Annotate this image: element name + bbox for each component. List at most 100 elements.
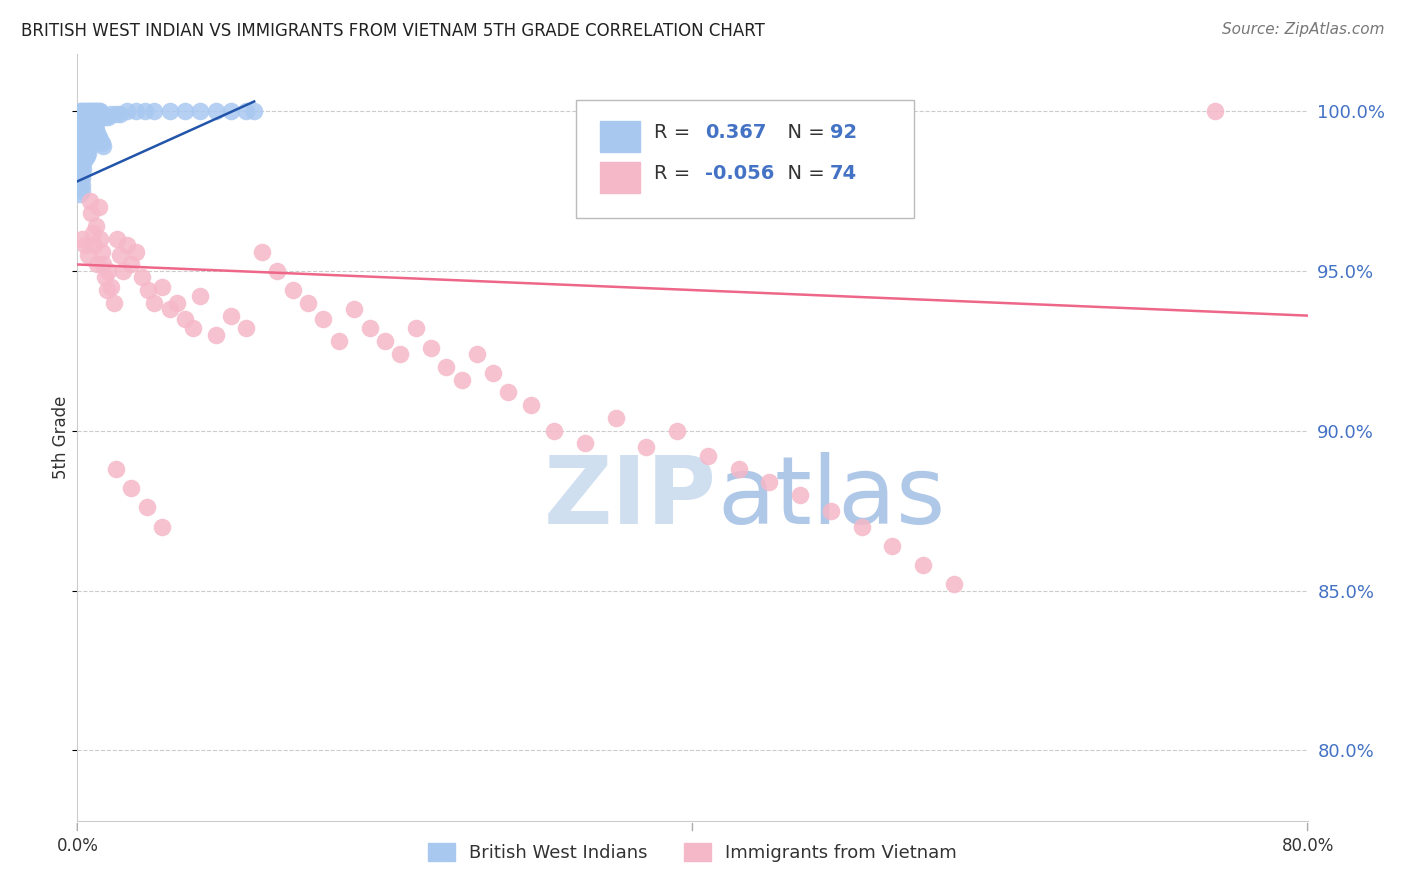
Point bbox=[120, 481, 142, 495]
Point bbox=[77, 123, 100, 137]
Point bbox=[450, 372, 472, 386]
Point bbox=[89, 104, 111, 119]
Point bbox=[125, 104, 148, 119]
Point bbox=[135, 500, 157, 515]
Point bbox=[73, 133, 96, 147]
Point bbox=[79, 113, 101, 128]
Point bbox=[69, 181, 91, 195]
Point bbox=[188, 104, 212, 119]
Point bbox=[219, 309, 242, 323]
Point bbox=[70, 117, 93, 131]
Point bbox=[77, 248, 100, 262]
Point bbox=[69, 123, 91, 137]
Point bbox=[73, 139, 96, 153]
Point bbox=[80, 104, 103, 119]
Point bbox=[219, 104, 242, 119]
Point bbox=[235, 104, 257, 119]
Point bbox=[72, 149, 94, 163]
Point bbox=[73, 120, 96, 134]
Point bbox=[204, 104, 226, 119]
Point bbox=[69, 143, 91, 157]
Point bbox=[136, 283, 159, 297]
Point bbox=[72, 120, 94, 134]
Point bbox=[80, 206, 103, 220]
Point bbox=[465, 347, 488, 361]
Point bbox=[69, 149, 91, 163]
Text: -0.056: -0.056 bbox=[704, 164, 775, 184]
Point bbox=[83, 104, 105, 119]
Point bbox=[104, 462, 127, 476]
Bar bbox=[600, 162, 640, 194]
Point bbox=[93, 139, 115, 153]
Point bbox=[79, 139, 101, 153]
Text: 80.0%: 80.0% bbox=[1281, 837, 1334, 855]
Point bbox=[90, 244, 114, 259]
Point bbox=[72, 155, 94, 169]
Point bbox=[72, 161, 94, 176]
Point bbox=[166, 296, 188, 310]
Point bbox=[73, 145, 96, 160]
Point bbox=[70, 152, 93, 166]
Point bbox=[72, 104, 94, 119]
Point bbox=[70, 145, 93, 160]
Point bbox=[727, 462, 749, 476]
Point bbox=[97, 264, 120, 278]
Point bbox=[77, 104, 100, 119]
Point bbox=[82, 104, 104, 119]
Point bbox=[70, 111, 93, 125]
Point bbox=[69, 168, 91, 182]
Point bbox=[250, 244, 273, 259]
Text: R =: R = bbox=[654, 123, 703, 142]
Point bbox=[103, 296, 125, 310]
Point bbox=[70, 133, 93, 147]
Point bbox=[76, 136, 98, 150]
Point bbox=[73, 152, 96, 166]
Point bbox=[76, 111, 98, 125]
Point bbox=[77, 145, 100, 160]
Point bbox=[374, 334, 396, 349]
Point bbox=[96, 283, 118, 297]
Point bbox=[70, 171, 93, 186]
Point bbox=[150, 519, 173, 533]
Point bbox=[84, 123, 107, 137]
Point bbox=[90, 136, 114, 150]
Point bbox=[69, 161, 91, 176]
Point bbox=[80, 127, 103, 141]
Point bbox=[105, 232, 128, 246]
Text: 92: 92 bbox=[831, 123, 858, 142]
Point bbox=[76, 104, 98, 119]
Point bbox=[83, 238, 105, 252]
Point bbox=[69, 129, 91, 144]
Point bbox=[1204, 104, 1226, 119]
Point bbox=[389, 347, 412, 361]
Text: BRITISH WEST INDIAN VS IMMIGRANTS FROM VIETNAM 5TH GRADE CORRELATION CHART: BRITISH WEST INDIAN VS IMMIGRANTS FROM V… bbox=[21, 22, 765, 40]
Point bbox=[120, 258, 142, 272]
Point bbox=[87, 200, 110, 214]
Point bbox=[94, 111, 117, 125]
Point bbox=[82, 226, 104, 240]
Point bbox=[297, 296, 319, 310]
Point bbox=[70, 158, 93, 172]
Point bbox=[312, 311, 335, 326]
Point bbox=[134, 104, 156, 119]
Point bbox=[86, 127, 108, 141]
Point bbox=[73, 111, 96, 125]
Text: N =: N = bbox=[775, 123, 831, 142]
Point bbox=[174, 311, 197, 326]
Point bbox=[86, 104, 108, 119]
Text: ZIP: ZIP bbox=[544, 452, 717, 544]
Point bbox=[84, 117, 107, 131]
Point bbox=[86, 258, 108, 272]
Point bbox=[143, 296, 166, 310]
Point bbox=[89, 232, 111, 246]
Y-axis label: 5th Grade: 5th Grade bbox=[52, 395, 70, 479]
Point bbox=[69, 117, 91, 131]
Point bbox=[110, 107, 132, 121]
Point bbox=[70, 184, 93, 198]
Point bbox=[104, 107, 127, 121]
FancyBboxPatch shape bbox=[575, 100, 914, 219]
Point bbox=[110, 248, 132, 262]
Point bbox=[77, 136, 100, 150]
Text: 74: 74 bbox=[831, 164, 858, 184]
Point bbox=[851, 519, 873, 533]
